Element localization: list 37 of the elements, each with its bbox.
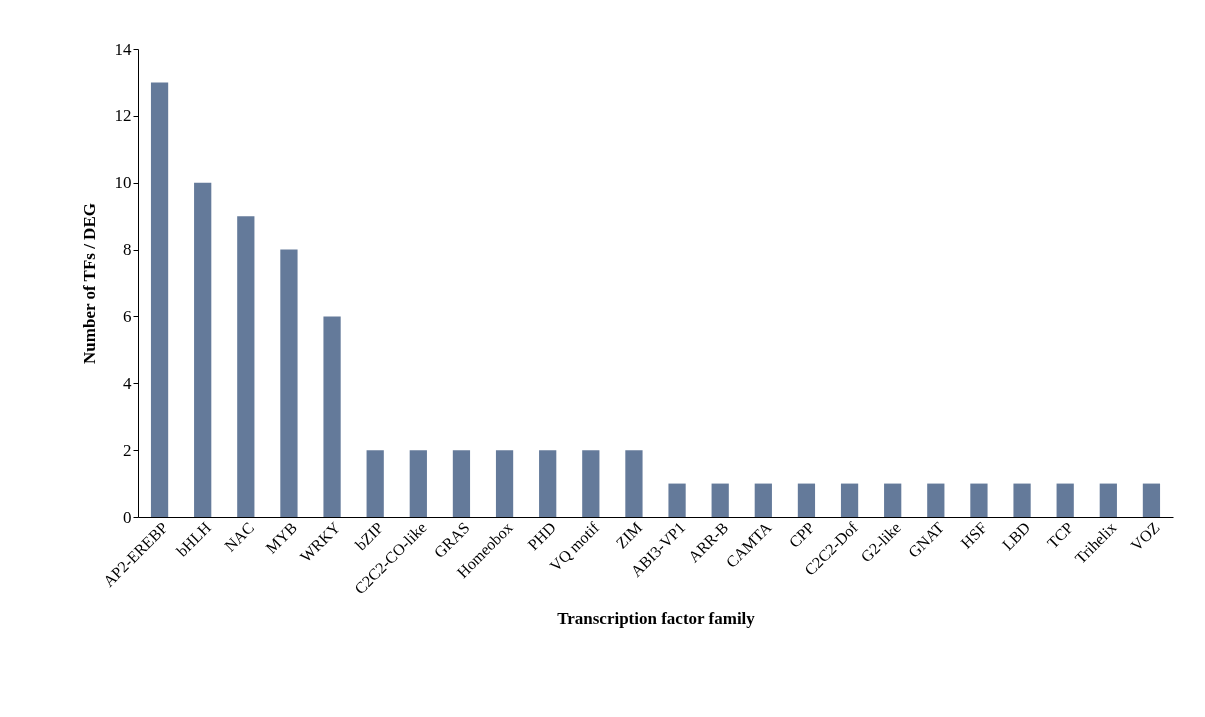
bar bbox=[582, 450, 600, 517]
bar bbox=[452, 450, 471, 517]
bar bbox=[754, 483, 772, 517]
bar bbox=[625, 450, 643, 517]
bar bbox=[668, 483, 686, 517]
bar bbox=[409, 450, 427, 517]
bar bbox=[1142, 483, 1161, 517]
bar bbox=[495, 450, 514, 517]
bar bbox=[840, 483, 859, 517]
bar bbox=[194, 182, 212, 517]
y-tick-label: 2 bbox=[123, 440, 132, 460]
y-tick-label: 12 bbox=[114, 106, 132, 126]
bar bbox=[323, 316, 341, 517]
bar bbox=[150, 82, 169, 517]
bar bbox=[1099, 483, 1117, 517]
x-tick-label: TCP bbox=[1043, 518, 1077, 552]
bar bbox=[884, 483, 902, 517]
y-tick-label: 8 bbox=[123, 240, 132, 260]
bar bbox=[280, 249, 298, 517]
bar bbox=[927, 483, 945, 517]
y-tick-label: 10 bbox=[114, 173, 132, 193]
y-tick-label: 0 bbox=[123, 507, 132, 527]
bar bbox=[1013, 483, 1031, 517]
y-tick-label: 14 bbox=[114, 39, 132, 59]
y-tick-label: 6 bbox=[123, 306, 132, 326]
y-tick-label: 4 bbox=[123, 373, 132, 393]
bar bbox=[539, 450, 557, 517]
bar bbox=[366, 450, 384, 517]
bar bbox=[970, 483, 988, 517]
bar bbox=[237, 216, 255, 517]
bar bbox=[1056, 483, 1074, 517]
bar bbox=[797, 483, 816, 517]
y-axis-title: Number of TFs / DEG bbox=[79, 203, 99, 364]
x-tick-label: HSF bbox=[957, 518, 991, 552]
bar bbox=[711, 483, 729, 517]
x-axis-title: Transcription factor family bbox=[557, 609, 756, 629]
x-tick-label: VOZ bbox=[1127, 518, 1163, 555]
